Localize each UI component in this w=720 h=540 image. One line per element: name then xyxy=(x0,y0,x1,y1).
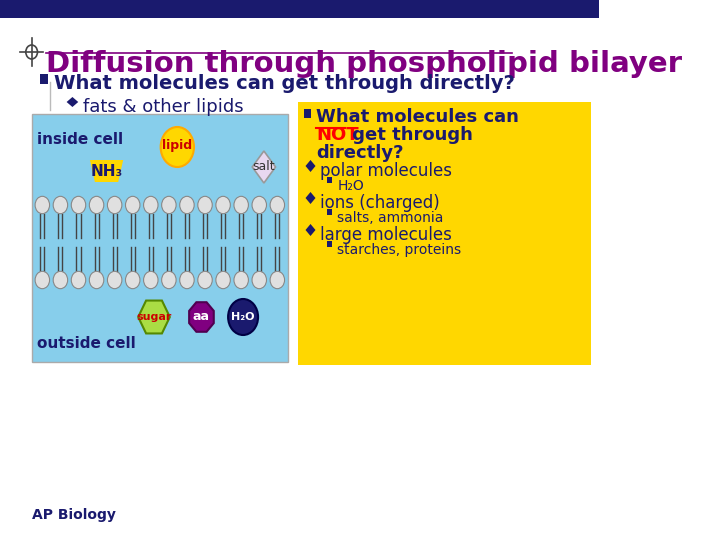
Text: polar molecules: polar molecules xyxy=(320,162,452,180)
Polygon shape xyxy=(138,301,170,334)
Text: H₂O: H₂O xyxy=(231,312,255,322)
Text: What molecules can: What molecules can xyxy=(316,108,519,126)
Circle shape xyxy=(270,197,284,214)
Text: lipid: lipid xyxy=(162,139,192,152)
Polygon shape xyxy=(189,302,214,332)
Text: inside cell: inside cell xyxy=(37,132,122,147)
Circle shape xyxy=(270,271,284,289)
Circle shape xyxy=(162,271,176,289)
Circle shape xyxy=(216,197,230,214)
Text: sugar: sugar xyxy=(136,312,171,322)
Circle shape xyxy=(180,197,194,214)
Circle shape xyxy=(198,271,212,289)
FancyBboxPatch shape xyxy=(327,177,332,183)
Circle shape xyxy=(234,271,248,289)
Text: Diffusion through phospholipid bilayer: Diffusion through phospholipid bilayer xyxy=(46,50,682,78)
Polygon shape xyxy=(305,160,315,172)
FancyBboxPatch shape xyxy=(327,241,332,247)
Text: directly?: directly? xyxy=(316,144,404,162)
Circle shape xyxy=(107,197,122,214)
Text: salts, ammonia: salts, ammonia xyxy=(337,211,444,225)
Text: large molecules: large molecules xyxy=(320,226,452,244)
Circle shape xyxy=(89,271,104,289)
Text: fats & other lipids: fats & other lipids xyxy=(84,98,244,116)
FancyBboxPatch shape xyxy=(327,209,332,215)
Circle shape xyxy=(161,127,194,167)
FancyBboxPatch shape xyxy=(298,102,591,365)
Circle shape xyxy=(71,271,86,289)
Circle shape xyxy=(180,271,194,289)
Text: outside cell: outside cell xyxy=(37,336,135,351)
Circle shape xyxy=(228,299,258,335)
Circle shape xyxy=(162,197,176,214)
Text: What molecules can get through directly?: What molecules can get through directly? xyxy=(54,74,515,93)
FancyBboxPatch shape xyxy=(40,74,48,84)
Polygon shape xyxy=(66,97,78,107)
Circle shape xyxy=(234,197,248,214)
Circle shape xyxy=(252,271,266,289)
Circle shape xyxy=(107,271,122,289)
Text: aa: aa xyxy=(193,310,210,323)
Circle shape xyxy=(35,271,50,289)
FancyBboxPatch shape xyxy=(0,0,599,18)
Circle shape xyxy=(143,271,158,289)
Circle shape xyxy=(89,197,104,214)
Circle shape xyxy=(53,271,68,289)
Text: H₂O: H₂O xyxy=(337,179,364,193)
FancyBboxPatch shape xyxy=(304,109,311,118)
Text: ions (charged): ions (charged) xyxy=(320,194,440,212)
Text: salt: salt xyxy=(253,160,275,173)
Text: NOT: NOT xyxy=(316,126,359,144)
Polygon shape xyxy=(305,192,315,204)
Circle shape xyxy=(71,197,86,214)
Circle shape xyxy=(53,197,68,214)
Polygon shape xyxy=(90,160,123,182)
Polygon shape xyxy=(252,151,276,183)
Circle shape xyxy=(35,197,50,214)
Text: NH₃: NH₃ xyxy=(91,164,122,179)
Circle shape xyxy=(125,197,140,214)
Circle shape xyxy=(216,271,230,289)
Text: starches, proteins: starches, proteins xyxy=(337,243,462,257)
Text: get through: get through xyxy=(346,126,473,144)
Text: AP Biology: AP Biology xyxy=(32,508,115,522)
Polygon shape xyxy=(305,224,315,236)
FancyBboxPatch shape xyxy=(32,114,288,362)
Circle shape xyxy=(198,197,212,214)
Circle shape xyxy=(143,197,158,214)
Circle shape xyxy=(252,197,266,214)
Circle shape xyxy=(125,271,140,289)
